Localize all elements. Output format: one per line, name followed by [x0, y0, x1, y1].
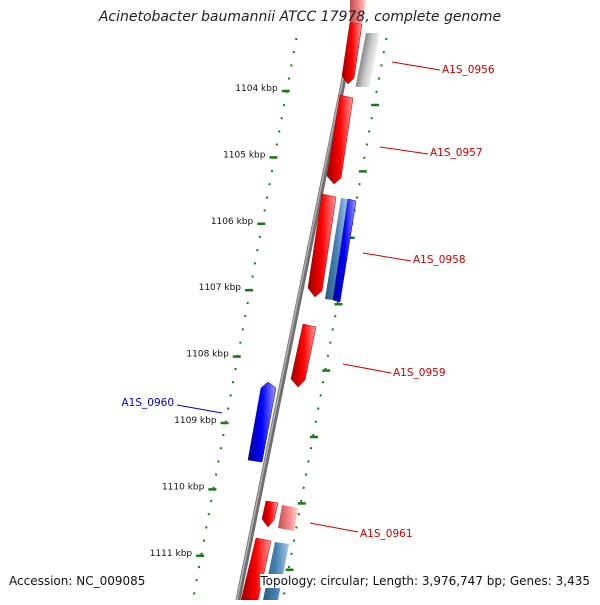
gene-a1s-0960-label[interactable]: A1S_0960 [122, 397, 175, 409]
gene-a1s-0959-leader-line [343, 364, 391, 373]
gene-a1s-0961-arrow[interactable] [262, 501, 278, 527]
gene-a1s-0958-label[interactable]: A1S_0958 [413, 254, 466, 266]
gene-a1s-0956-leader-line [392, 62, 440, 70]
gene-a1s-0959-label[interactable]: A1S_0959 [393, 367, 446, 379]
gene-a1s-0960-leader-line [177, 405, 222, 413]
gene-a1s-0957-leader-line [380, 147, 428, 154]
scale-tick-label: 1110 kbp [162, 482, 205, 492]
gene-a1s-0957-label[interactable]: A1S_0957 [430, 147, 483, 159]
genome-summary-text: Topology: circular; Length: 3,976,747 bp… [260, 574, 590, 588]
gene-a1s-0961-leader-line [310, 523, 358, 532]
gene-a1s-0956-label[interactable]: A1S_0956 [442, 64, 495, 76]
map-title: Acinetobacter baumannii ATCC 17978, comp… [0, 9, 600, 25]
scale-tick-label: 1107 kbp [199, 283, 242, 293]
scale-tick-label: 1104 kbp [235, 84, 278, 94]
accession-text: Accession: NC_009085 [9, 574, 145, 588]
scale-tick-label: 1106 kbp [211, 217, 254, 227]
scale-tick-label: 1105 kbp [223, 150, 266, 160]
scale-tick-label: 1111 kbp [150, 549, 193, 559]
gene-a1s-0958-leader-line [363, 253, 411, 261]
gene-a1s-0961-label[interactable]: A1S_0961 [360, 528, 413, 540]
scale-tick-label: 1109 kbp [174, 416, 217, 426]
scale-tick-label: 1108 kbp [186, 350, 229, 360]
gene-labels: A1S_0956 A1S_0957 A1S_0958 A1S_0959 A1S_0960… [122, 62, 495, 540]
gene-a1s-0959-arrow[interactable] [291, 324, 316, 387]
light-red-feature-0961 [278, 505, 298, 531]
